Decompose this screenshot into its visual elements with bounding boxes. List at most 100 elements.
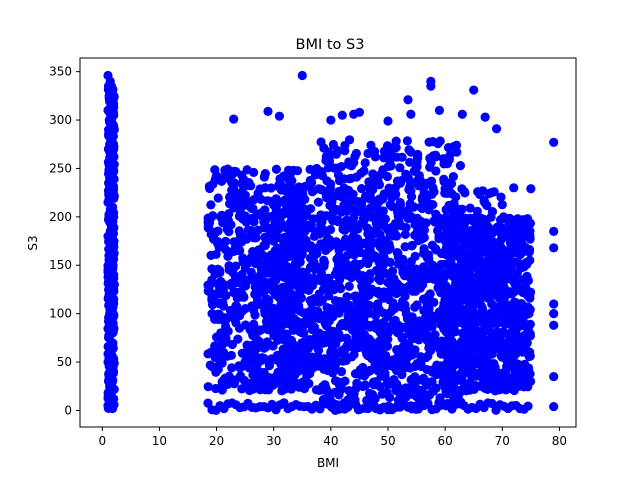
- scatter-point: [244, 178, 254, 188]
- scatter-point: [234, 278, 244, 288]
- scatter-point: [425, 289, 435, 299]
- scatter-point: [497, 200, 507, 210]
- scatter-point: [313, 306, 323, 316]
- scatter-point: [272, 304, 283, 314]
- scatter-point: [495, 242, 505, 252]
- scatter-point: [271, 371, 282, 381]
- scatter-point: [427, 367, 437, 377]
- scatter-point: [105, 400, 116, 410]
- scatter-point: [511, 236, 522, 246]
- scatter-point: [509, 307, 520, 317]
- scatter-point: [457, 184, 467, 194]
- scatter-point: [380, 236, 390, 246]
- scatter-point: [224, 261, 234, 271]
- scatter-point: [444, 200, 454, 210]
- scatter-point: [327, 364, 337, 374]
- scatter-point: [231, 261, 241, 271]
- scatter-point: [225, 199, 235, 209]
- scatter-point: [467, 235, 477, 245]
- scatter-point: [345, 320, 356, 330]
- scatter-point: [549, 309, 559, 319]
- scatter-point: [454, 300, 464, 310]
- scatter-point: [315, 184, 325, 194]
- scatter-point: [314, 296, 325, 306]
- scatter-point: [261, 316, 272, 327]
- scatter-point: [363, 320, 373, 330]
- scatter-point: [206, 229, 216, 239]
- scatter-point: [416, 352, 426, 362]
- scatter-point: [273, 314, 283, 324]
- scatter-point: [490, 290, 501, 300]
- scatter-point: [490, 283, 500, 293]
- y-tick-label: 250: [49, 161, 72, 175]
- scatter-point: [380, 214, 390, 224]
- scatter-point: [518, 347, 528, 357]
- scatter-point: [296, 293, 307, 303]
- scatter-point: [476, 349, 486, 360]
- scatter-point: [253, 299, 263, 309]
- scatter-point: [294, 182, 304, 192]
- scatter-point: [495, 339, 505, 350]
- scatter-point: [213, 264, 223, 274]
- scatter-point: [253, 275, 263, 285]
- scatter-point: [374, 353, 384, 363]
- scatter-point: [221, 236, 231, 246]
- scatter-point: [339, 174, 350, 184]
- scatter-point: [417, 234, 427, 244]
- scatter-point: [325, 242, 335, 252]
- scatter-point: [340, 146, 350, 156]
- scatter-point: [295, 327, 305, 337]
- scatter-point: [232, 236, 242, 247]
- scatter-point: [344, 281, 354, 291]
- scatter-point: [259, 223, 270, 233]
- scatter-point: [394, 205, 404, 215]
- scatter-point: [438, 154, 449, 164]
- scatter-point: [297, 338, 307, 348]
- scatter-point: [387, 143, 397, 153]
- scatter-point: [448, 172, 458, 182]
- scatter-point: [353, 236, 364, 246]
- scatter-point: [293, 278, 303, 288]
- scatter-point: [338, 318, 348, 329]
- scatter-point: [279, 331, 289, 341]
- scatter-point: [235, 230, 245, 240]
- scatter-point: [321, 211, 331, 221]
- scatter-point: [410, 219, 420, 230]
- scatter-point: [380, 388, 390, 398]
- scatter-point: [379, 221, 389, 231]
- scatter-point: [269, 275, 280, 285]
- scatter-point: [204, 181, 214, 191]
- scatter-point: [210, 175, 220, 185]
- scatter-point: [406, 330, 416, 340]
- scatter-point: [105, 108, 115, 118]
- scatter-point: [332, 265, 342, 275]
- scatter-point: [218, 348, 229, 358]
- scatter-point: [103, 323, 113, 334]
- scatter-point: [510, 321, 520, 332]
- scatter-point: [491, 124, 502, 134]
- scatter-point: [417, 203, 427, 214]
- scatter-point: [372, 304, 382, 314]
- scatter-point: [360, 158, 370, 168]
- scatter-point: [457, 328, 468, 338]
- scatter-point: [250, 351, 261, 361]
- scatter-point: [214, 298, 224, 309]
- scatter-point: [335, 275, 345, 285]
- scatter-point: [342, 341, 352, 351]
- scatter-point: [103, 388, 113, 398]
- scatter-point: [359, 166, 369, 176]
- scatter-point: [408, 286, 418, 296]
- scatter-point: [259, 260, 269, 270]
- scatter-point: [406, 109, 416, 119]
- scatter-point: [354, 313, 365, 324]
- scatter-point: [219, 280, 229, 290]
- scatter-point: [377, 334, 387, 344]
- scatter-point: [227, 363, 237, 373]
- scatter-point: [290, 370, 300, 380]
- scatter-point: [392, 247, 402, 258]
- scatter-point: [307, 296, 317, 307]
- scatter-point: [405, 199, 415, 209]
- scatter-point: [109, 212, 119, 222]
- scatter-point: [520, 359, 530, 369]
- scatter-point: [237, 210, 247, 220]
